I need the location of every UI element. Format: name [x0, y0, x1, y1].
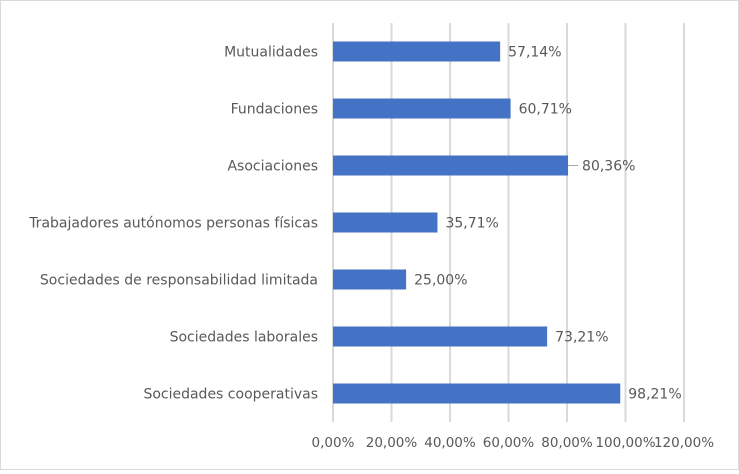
data-label: 80,36% — [582, 159, 635, 175]
x-tick-label: 120,00% — [654, 435, 714, 451]
bar — [333, 41, 501, 62]
bar — [333, 212, 438, 233]
x-tick-label: 40,00% — [424, 435, 476, 451]
x-tick-label: 20,00% — [366, 435, 418, 451]
category-label: Sociedades laborales — [170, 330, 318, 346]
x-tick-label: 80,00% — [541, 435, 593, 451]
gridlines — [332, 23, 685, 422]
category-label: Fundaciones — [231, 102, 318, 118]
data-labels: 57,14% 60,71% 80,36% 35,71% 25,00% 73,21% 98,2… — [414, 45, 682, 403]
category-label: Sociedades cooperativas — [143, 387, 318, 403]
category-label: Trabajadores autónomos personas físicas — [28, 216, 318, 232]
x-tick-label: 60,00% — [483, 435, 535, 451]
bar — [333, 269, 407, 290]
bar — [333, 155, 569, 176]
data-label: 35,71% — [445, 216, 498, 232]
bar — [333, 383, 621, 404]
x-axis-tick-labels: 0,00% 20,00% 40,00% 60,00% 80,00% 100,00%120,… — [312, 435, 715, 451]
category-label: Mutualidades — [224, 45, 318, 61]
category-label: Sociedades de responsabilidad limitada — [40, 273, 318, 289]
bars — [333, 41, 621, 404]
data-label: 57,14% — [508, 45, 561, 61]
bar — [333, 326, 548, 347]
data-label: 60,71% — [519, 102, 572, 118]
x-tick-label: 0,00% — [312, 435, 355, 451]
x-tick-label: 100,00% — [595, 435, 655, 451]
data-label: 73,21% — [555, 330, 608, 346]
category-labels: Mutualidades Fundaciones Asociaciones Traba… — [28, 45, 318, 403]
category-label: Asociaciones — [227, 159, 318, 175]
bar — [333, 98, 511, 119]
data-label: 25,00% — [414, 273, 467, 289]
data-label: 98,21% — [628, 387, 681, 403]
